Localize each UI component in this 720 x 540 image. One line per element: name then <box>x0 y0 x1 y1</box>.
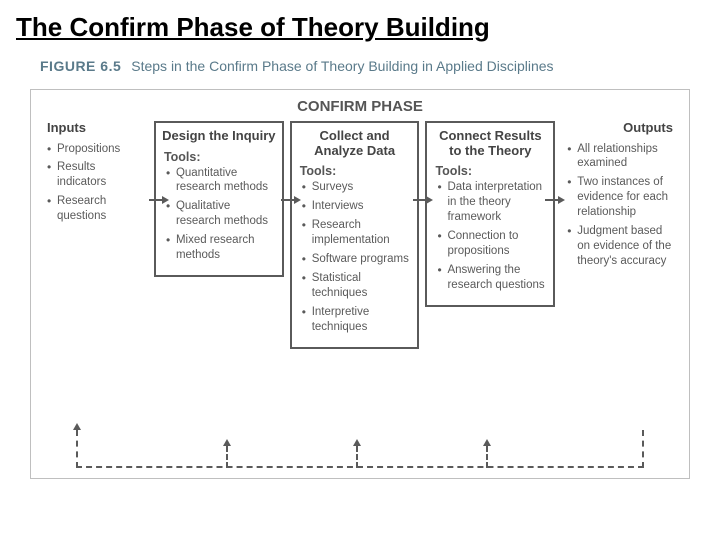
feedback-arrow-icon <box>76 430 78 468</box>
list-item: Judgment based on evidence of the theory… <box>567 224 677 269</box>
col-collect-bullets: Surveys Interviews Research implementati… <box>298 180 412 334</box>
feedback-stub <box>642 430 644 468</box>
list-item: Connection to propositions <box>437 229 547 259</box>
arrow-icon <box>545 199 559 201</box>
list-item: All relationships examined <box>567 142 677 172</box>
list-item: Two instances of evidence for each relat… <box>567 175 677 220</box>
col-connect-heading: Connect Results to the Theory <box>433 129 547 159</box>
list-item: Surveys <box>302 180 412 195</box>
feedback-arrow-icon <box>486 446 488 468</box>
list-item: Qualitative research methods <box>166 199 276 229</box>
list-item: Mixed research methods <box>166 233 276 263</box>
list-item: Research implementation <box>302 218 412 248</box>
col-collect-heading: Collect and Analyze Data <box>298 129 412 159</box>
arrow-icon <box>281 199 295 201</box>
col-collect: Collect and Analyze Data Tools: Surveys … <box>290 121 420 349</box>
col-connect-bullets: Data interpretation in the theory framew… <box>433 180 547 293</box>
page-title: The Confirm Phase of Theory Building <box>0 0 720 51</box>
feedback-arrow-icon <box>226 446 228 468</box>
list-item: Research questions <box>47 194 146 224</box>
feedback-line <box>76 466 644 468</box>
figure-caption: FIGURE 6.5Steps in the Confirm Phase of … <box>62 51 602 89</box>
phase-title: CONFIRM PHASE <box>41 98 679 115</box>
list-item: Software programs <box>302 252 412 267</box>
col-connect-tools-label: Tools: <box>435 164 547 178</box>
col-inputs-bullets: Propositions Results indicators Research… <box>43 142 146 225</box>
col-outputs: Outputs All relationships examined Two i… <box>561 121 679 273</box>
col-design-tools-label: Tools: <box>164 150 276 164</box>
figure-caption-text: Steps in the Confirm Phase of Theory Bui… <box>131 58 553 74</box>
col-design-heading: Design the Inquiry <box>162 129 276 144</box>
col-design-bullets: Quantitative research methods Qualitativ… <box>162 166 276 264</box>
col-inputs-heading: Inputs <box>43 121 146 136</box>
list-item: Results indicators <box>47 160 146 190</box>
diagram-frame: CONFIRM PHASE Inputs Propositions Result… <box>30 89 690 479</box>
arrow-icon <box>149 199 163 201</box>
feedback-arrow-icon <box>356 446 358 468</box>
list-item: Answering the research questions <box>437 263 547 293</box>
columns-row: Inputs Propositions Results indicators R… <box>41 121 679 349</box>
list-item: Propositions <box>47 142 146 157</box>
col-inputs: Inputs Propositions Results indicators R… <box>41 121 148 229</box>
list-item: Data interpretation in the theory framew… <box>437 180 547 225</box>
col-outputs-bullets: All relationships examined Two instances… <box>563 142 677 270</box>
col-design: Design the Inquiry Tools: Quantitative r… <box>154 121 284 278</box>
figure-number: FIGURE 6.5 <box>40 58 131 74</box>
col-connect: Connect Results to the Theory Tools: Dat… <box>425 121 555 307</box>
list-item: Interviews <box>302 199 412 214</box>
feedback-loop <box>76 428 644 468</box>
col-collect-tools-label: Tools: <box>300 164 412 178</box>
arrow-icon <box>413 199 427 201</box>
list-item: Statistical techniques <box>302 271 412 301</box>
list-item: Quantitative research methods <box>166 166 276 196</box>
col-outputs-heading: Outputs <box>563 121 677 136</box>
list-item: Interpretive techniques <box>302 305 412 335</box>
